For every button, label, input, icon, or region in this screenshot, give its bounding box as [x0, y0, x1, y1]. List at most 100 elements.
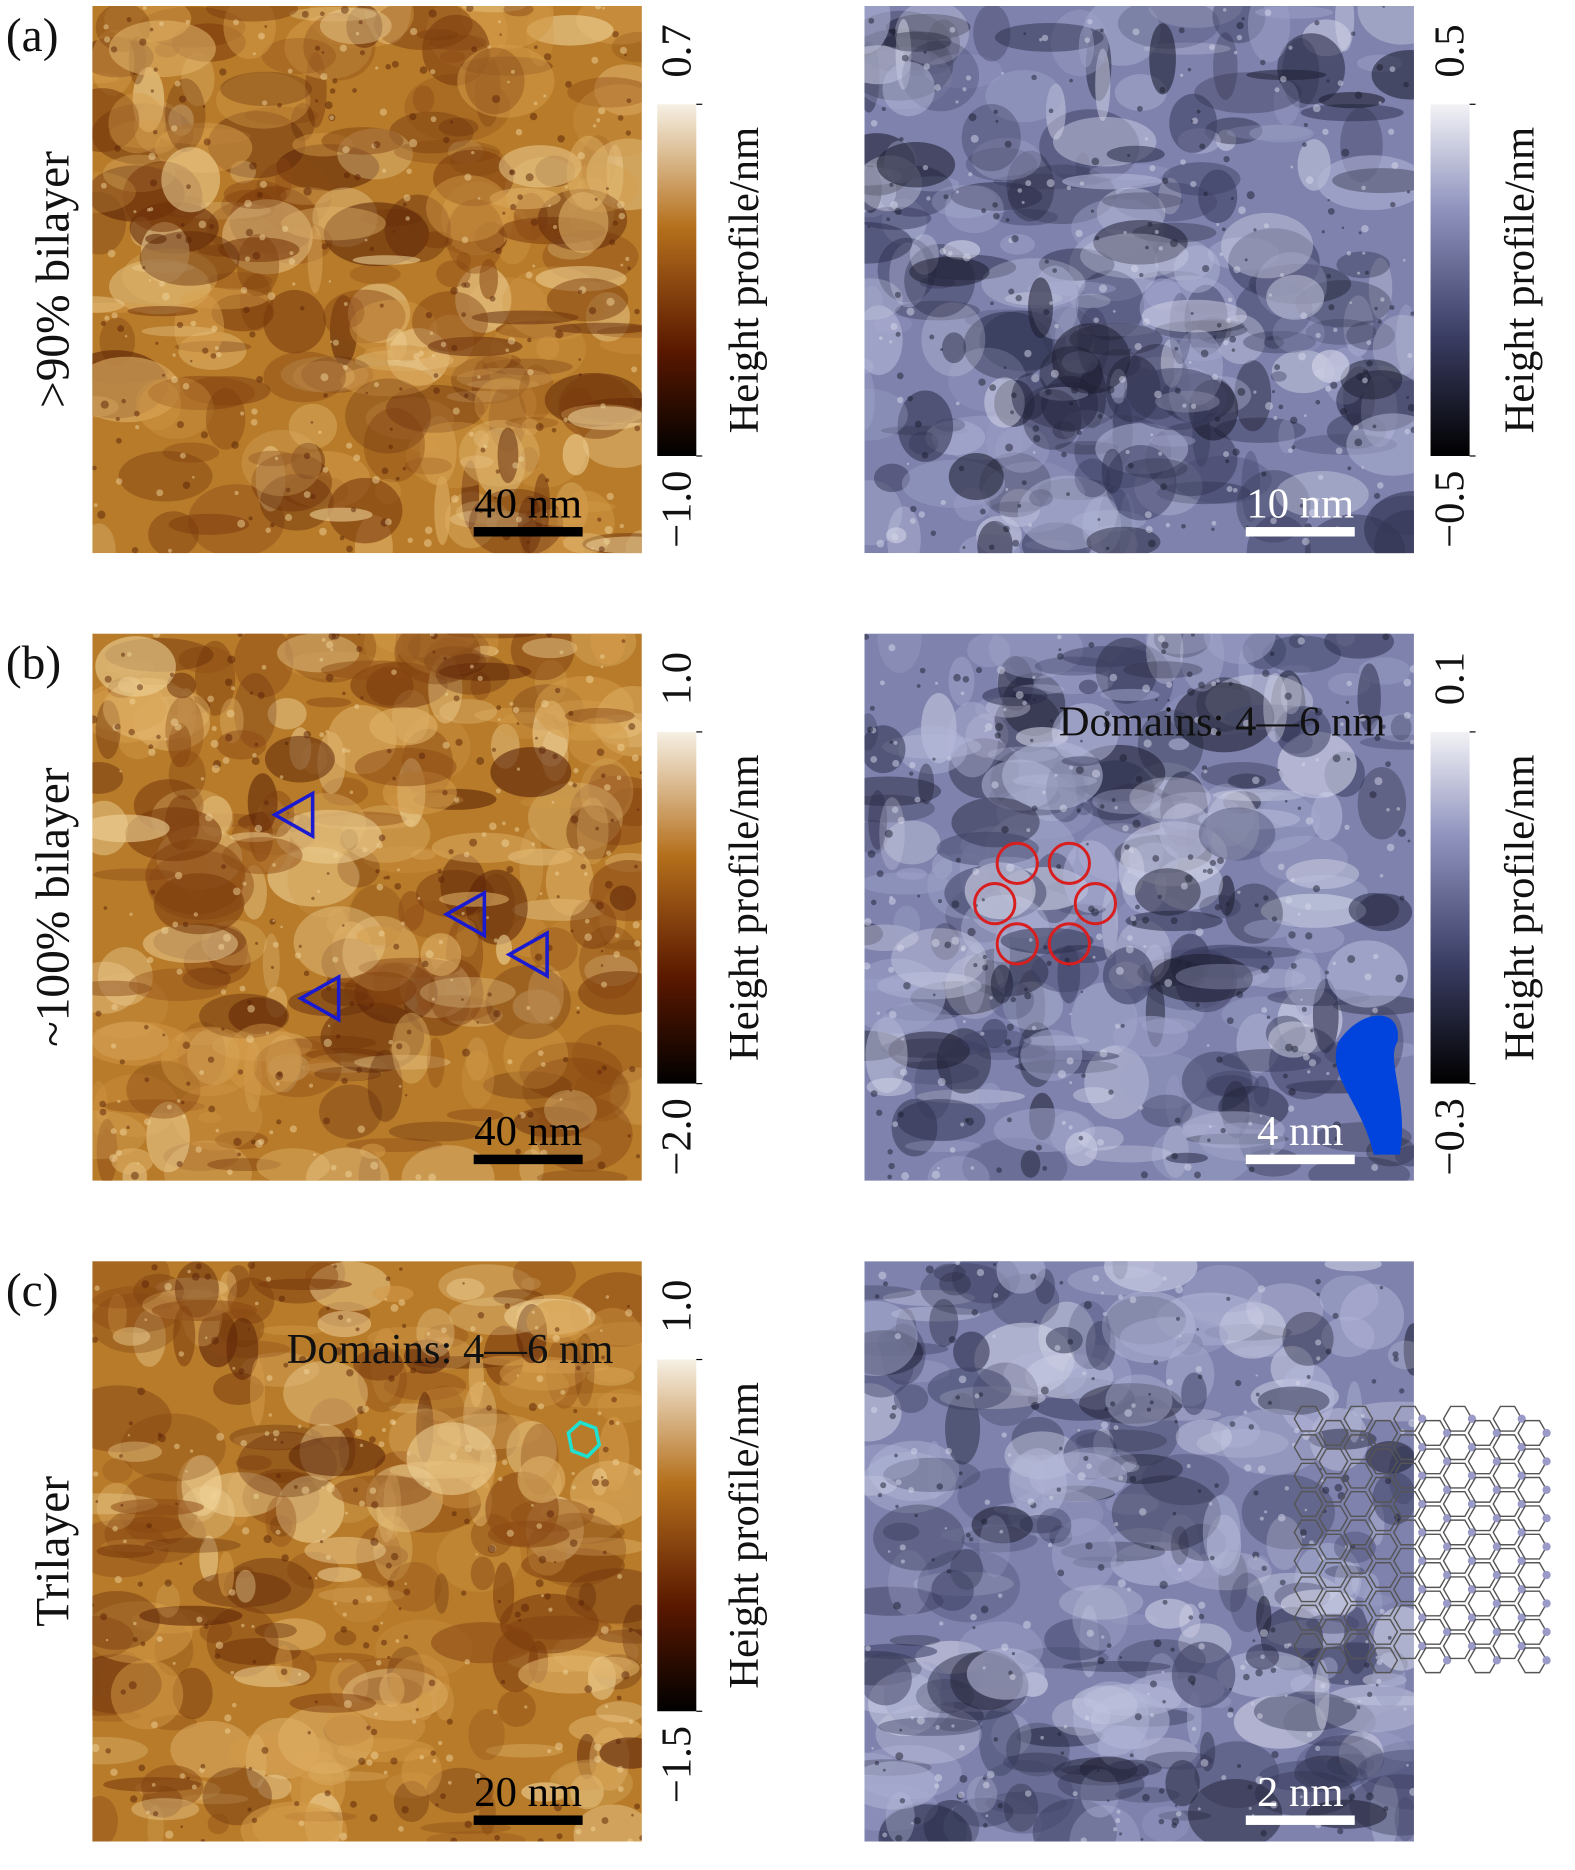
- speck: [1115, 1818, 1121, 1824]
- texture: [1236, 1013, 1280, 1073]
- texture: [526, 5, 554, 67]
- texture: [470, 1005, 499, 1025]
- speck: [1236, 991, 1244, 998]
- speck: [512, 706, 520, 714]
- lattice-atom: [1418, 1443, 1427, 1452]
- speck: [441, 1327, 447, 1334]
- speck: [438, 939, 444, 945]
- speck: [925, 1265, 934, 1274]
- lattice-cell: [1368, 1647, 1399, 1674]
- speck: [901, 1172, 910, 1181]
- texture: [549, 1759, 633, 1808]
- speck: [1184, 874, 1193, 883]
- speck: [388, 444, 393, 450]
- speck: [1202, 264, 1210, 273]
- speck: [1261, 1565, 1267, 1571]
- speck: [876, 1109, 883, 1116]
- speck: [452, 407, 460, 415]
- speck: [603, 784, 611, 791]
- lattice-cell: [1517, 1618, 1548, 1645]
- speck: [939, 1621, 944, 1626]
- speck: [383, 876, 387, 880]
- texture: [1266, 274, 1325, 320]
- colorbar-tick-label: 0.1: [1427, 652, 1474, 705]
- speck: [935, 681, 939, 685]
- texture: [439, 51, 466, 63]
- texture: [108, 20, 216, 77]
- texture: [1236, 470, 1311, 543]
- texture: [131, 1798, 200, 1821]
- texture: [466, 869, 528, 945]
- speck: [180, 1100, 185, 1105]
- speck: [546, 633, 553, 638]
- speck: [398, 1084, 402, 1088]
- texture: [1072, 1586, 1128, 1651]
- texture: [920, 1263, 1011, 1315]
- speck: [1257, 1285, 1266, 1293]
- speck: [1006, 863, 1015, 872]
- texture: [275, 1645, 293, 1683]
- texture: [1090, 1692, 1170, 1750]
- speck: [139, 38, 147, 46]
- speck: [921, 451, 929, 459]
- speck: [320, 72, 328, 81]
- speck: [1410, 740, 1414, 745]
- speck: [1197, 1374, 1203, 1380]
- texture: [1262, 635, 1342, 673]
- texture: [198, 1112, 222, 1124]
- speck: [128, 1421, 133, 1426]
- texture: [265, 986, 288, 1018]
- speck: [284, 513, 293, 522]
- speck: [891, 533, 899, 541]
- speck: [568, 710, 574, 717]
- speck: [970, 1166, 975, 1170]
- speck: [162, 373, 165, 377]
- speck: [190, 320, 197, 327]
- speck: [958, 465, 965, 472]
- lattice-cell: [1293, 1405, 1324, 1432]
- texture: [1294, 1755, 1359, 1791]
- speck: [258, 1138, 265, 1145]
- speck: [972, 868, 980, 875]
- speck: [1291, 445, 1296, 450]
- texture: [1228, 228, 1320, 297]
- speck: [1091, 157, 1100, 166]
- speck: [1059, 804, 1068, 813]
- lattice-atom: [1442, 1599, 1452, 1608]
- speck: [179, 1773, 186, 1779]
- speck: [1372, 424, 1377, 429]
- speck: [276, 1473, 281, 1479]
- texture: [223, 1557, 314, 1614]
- speck: [1382, 633, 1390, 641]
- speck: [464, 1518, 470, 1525]
- texture: [283, 1360, 368, 1426]
- speck: [1317, 474, 1324, 480]
- texture: [142, 924, 238, 964]
- speck: [1046, 960, 1052, 966]
- speck: [992, 1334, 996, 1338]
- speck: [482, 1381, 487, 1386]
- speck: [914, 796, 921, 803]
- lattice-cell: [1392, 1490, 1424, 1518]
- speck: [499, 33, 502, 36]
- speck: [398, 1607, 402, 1611]
- lattice-atom: [1492, 1656, 1501, 1665]
- texture: [1101, 192, 1184, 210]
- texture: [372, 1285, 414, 1302]
- speck: [172, 1661, 176, 1665]
- lattice-cell: [1492, 1434, 1523, 1461]
- speck: [908, 1486, 915, 1493]
- lattice-cell: [1343, 1633, 1374, 1660]
- speck: [1206, 1044, 1210, 1047]
- speck: [433, 387, 440, 394]
- speck: [527, 368, 534, 376]
- texture: [318, 1084, 383, 1140]
- speck: [910, 505, 917, 513]
- speck: [275, 1529, 281, 1535]
- texture: [864, 1655, 942, 1714]
- speck: [440, 1793, 446, 1800]
- texture: [1221, 212, 1314, 279]
- speck: [1127, 1587, 1132, 1592]
- speck: [1186, 671, 1193, 678]
- speck: [489, 822, 497, 831]
